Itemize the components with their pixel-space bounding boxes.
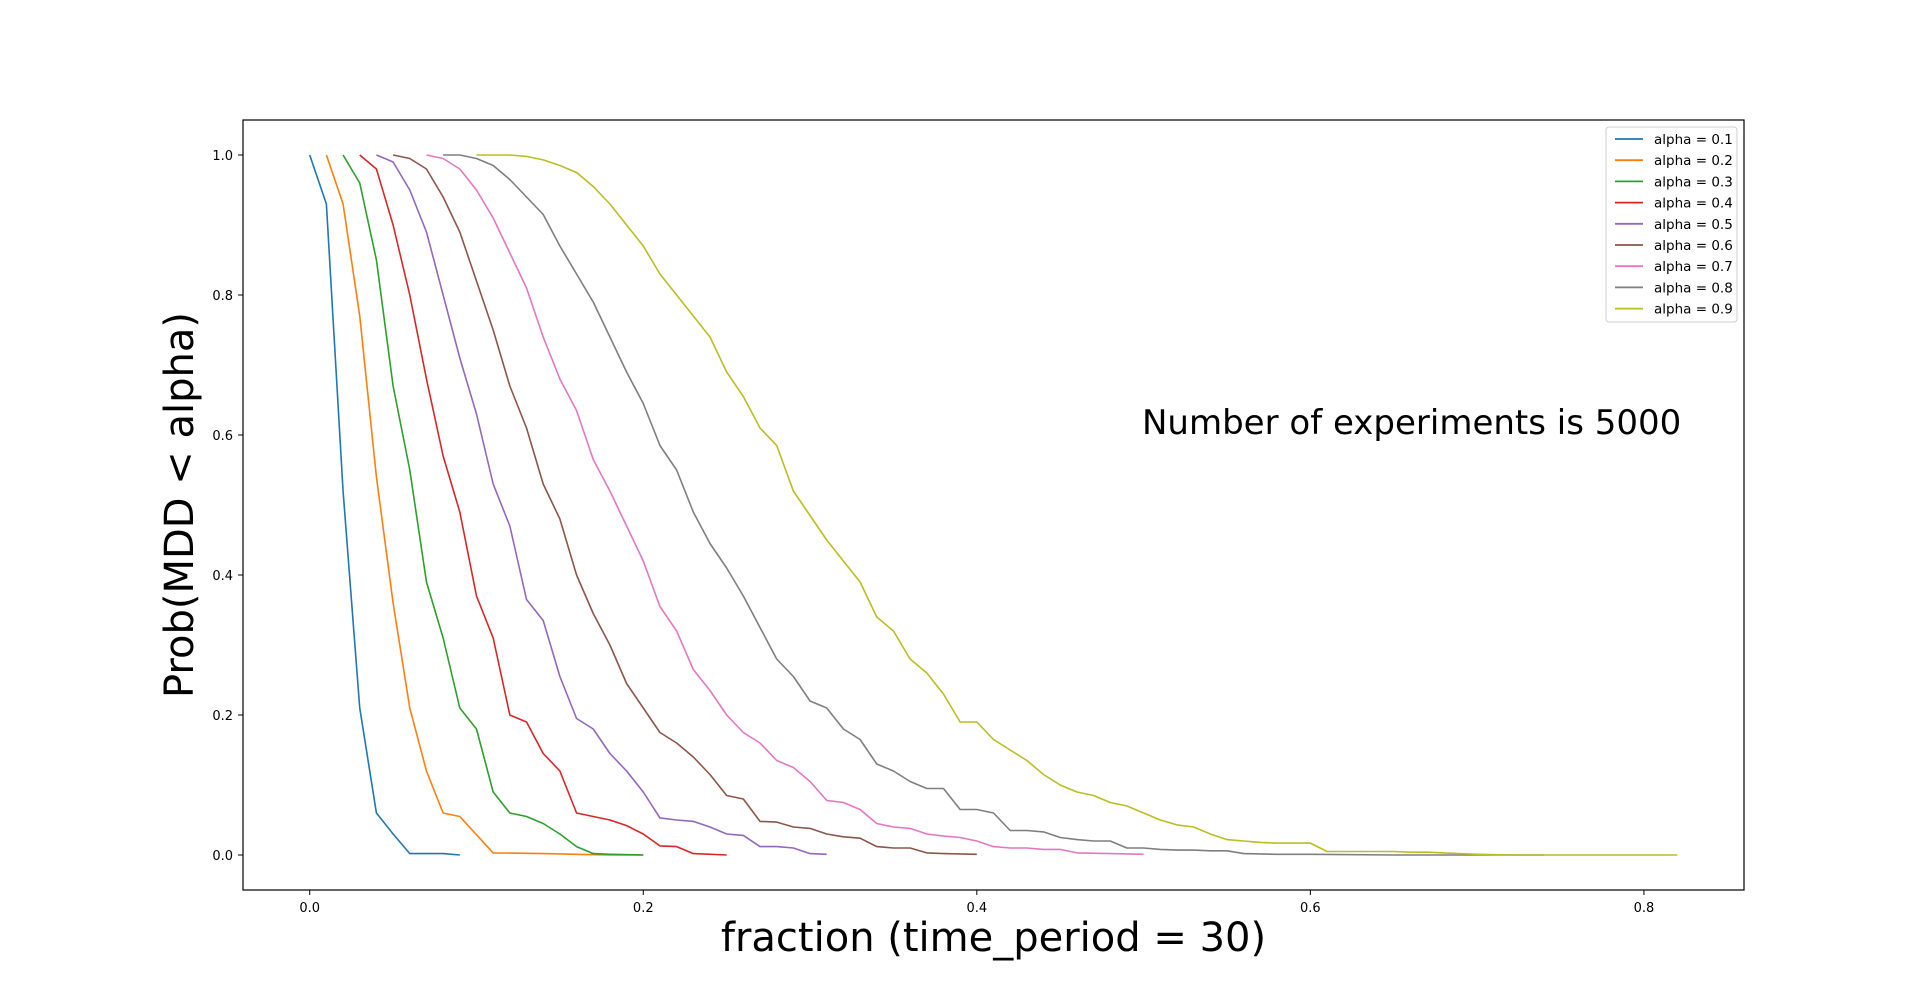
legend-label: alpha = 0.4 bbox=[1654, 196, 1733, 212]
series-line-3 bbox=[342, 154, 644, 856]
x-tick-label: 0.2 bbox=[633, 901, 654, 916]
legend-label: alpha = 0.3 bbox=[1654, 174, 1733, 190]
legend-label: alpha = 0.9 bbox=[1654, 302, 1733, 318]
x-tick-label: 0.6 bbox=[1300, 901, 1321, 916]
legend-box bbox=[1605, 126, 1738, 323]
y-axis-ticks: 0.0 0.2 0.4 0.6 0.8 1.0 bbox=[212, 149, 243, 864]
legend-label: alpha = 0.7 bbox=[1654, 259, 1733, 275]
plot-area bbox=[242, 119, 1745, 891]
annotation-text: Number of experiments is 5000 bbox=[1142, 403, 1681, 443]
series-line-4 bbox=[359, 154, 727, 856]
series-layer bbox=[308, 154, 1678, 856]
legend: alpha = 0.1 alpha = 0.2 alpha = 0.3 alpha =… bbox=[1605, 126, 1738, 323]
y-tick-label: 0.0 bbox=[212, 849, 233, 864]
legend-label: alpha = 0.6 bbox=[1654, 238, 1733, 254]
y-tick-label: 0.6 bbox=[212, 429, 233, 444]
y-tick-label: 0.4 bbox=[212, 569, 233, 584]
x-tick-label: 0.8 bbox=[1634, 901, 1655, 916]
series-line-2 bbox=[325, 154, 644, 856]
x-tick-label: 0.0 bbox=[299, 901, 320, 916]
series-line-8 bbox=[443, 154, 1544, 856]
series-line-1 bbox=[308, 154, 460, 856]
legend-label: alpha = 0.2 bbox=[1654, 153, 1733, 169]
y-axis-label: Prob(MDD < alpha) bbox=[157, 312, 203, 698]
y-tick-label: 0.2 bbox=[212, 709, 233, 724]
legend-label: alpha = 0.5 bbox=[1654, 217, 1733, 233]
series-line-5 bbox=[376, 154, 827, 856]
x-tick-label: 0.4 bbox=[966, 901, 987, 916]
series-line-6 bbox=[392, 154, 977, 856]
x-axis-ticks: 0.0 0.2 0.4 0.6 0.8 bbox=[299, 890, 1654, 916]
legend-label: alpha = 0.1 bbox=[1654, 132, 1733, 148]
y-tick-label: 0.8 bbox=[212, 289, 233, 304]
legend-label: alpha = 0.8 bbox=[1654, 280, 1733, 296]
x-axis-label: fraction (time_period = 30) bbox=[721, 915, 1266, 961]
series-line-9 bbox=[476, 154, 1678, 856]
y-tick-label: 1.0 bbox=[212, 149, 233, 164]
series-line-7 bbox=[426, 154, 1144, 856]
